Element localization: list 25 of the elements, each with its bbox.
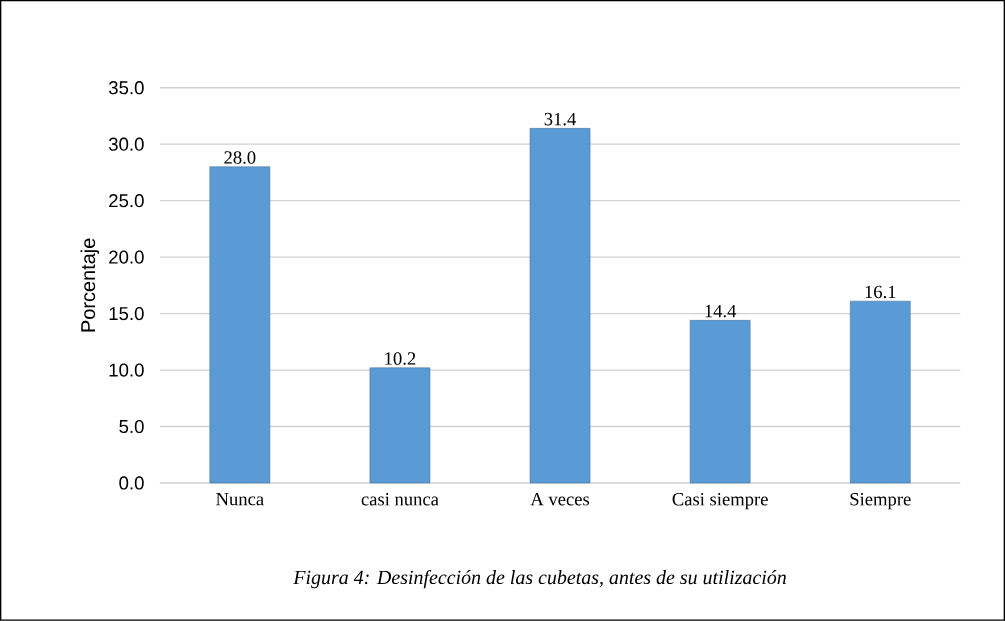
data-label: 31.4 (544, 112, 577, 126)
y-tick-label: 15.0 (109, 307, 144, 321)
data-label: 28.0 (224, 151, 256, 164)
y-tick-label: 10.0 (109, 363, 144, 377)
y-tick-label: 20.0 (109, 250, 144, 264)
bar (529, 128, 591, 484)
y-axis-title: Porcentaje (80, 238, 100, 332)
data-label: 16.1 (865, 285, 896, 299)
y-tick-label: 25.0 (109, 194, 144, 208)
text: Figura 4: Desinfección de las cubetas, antes de su utilización (293, 570, 786, 589)
bar (849, 301, 911, 484)
x-tick-label: Siempre (850, 493, 911, 510)
x-tick-label: Nunca (216, 493, 264, 506)
data-label: 10.2 (385, 352, 416, 365)
y-tick-label: 0.0 (119, 476, 144, 490)
data-label: 14.4 (705, 305, 737, 318)
x-tick-label: casi nunca (361, 493, 439, 506)
x-tick-label: A veces (530, 493, 590, 506)
x-tick-label: Casi siempre (672, 493, 768, 510)
bar (209, 166, 271, 484)
y-tick-label: 30.0 (108, 137, 144, 151)
bar (369, 367, 431, 484)
y-tick-label: 35.0 (108, 81, 144, 95)
y-tick-label: 5.0 (119, 420, 144, 434)
bar (689, 320, 751, 484)
